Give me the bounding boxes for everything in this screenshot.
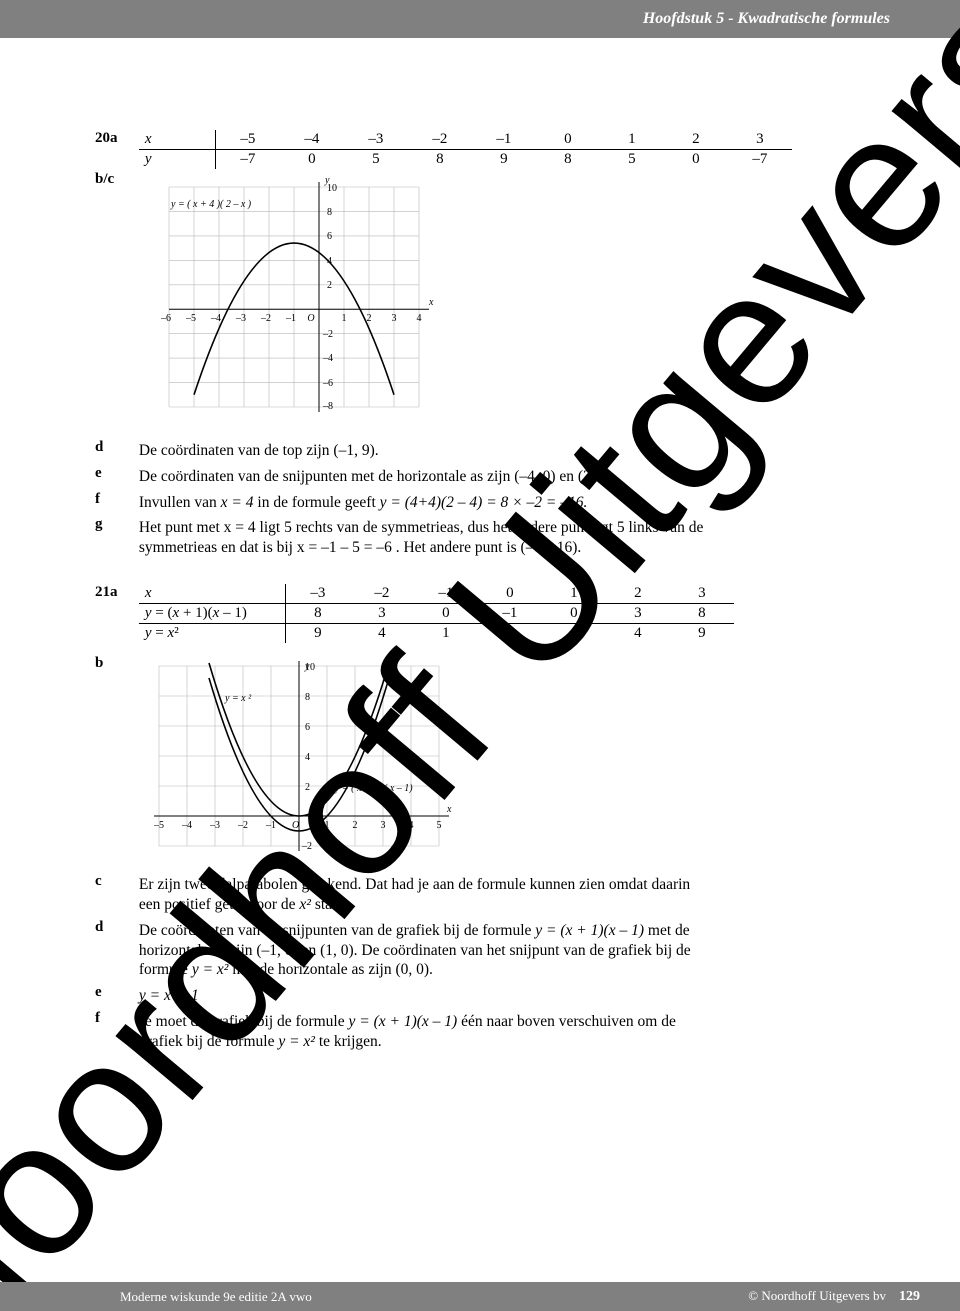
svg-text:–2: –2	[322, 329, 333, 340]
page: Hoofdstuk 5 - Kwadratische formules 20a …	[0, 0, 960, 1311]
ex20e-label: e	[95, 465, 135, 482]
ex21a-body: x –3 –2 –1 0 1 2 3 y = (x + 1)(x – 1) 8 …	[139, 584, 859, 643]
ex21d-label: d	[95, 919, 135, 936]
ex21e-label: e	[95, 984, 135, 1001]
svg-text:4: 4	[408, 820, 413, 831]
svg-text:4: 4	[305, 752, 310, 763]
ex20bc-row: b/c	[95, 171, 865, 437]
footer-right: © Noordhoff Uitgevers bv 129	[748, 1288, 920, 1305]
ex20g-row: g Het punt met x = 4 ligt 5 rechts van d…	[95, 516, 865, 560]
ex20f-label: f	[95, 491, 135, 508]
svg-text:–3: –3	[235, 313, 246, 324]
table-row: y –7 0 5 8 9 8 5 0 –7	[139, 150, 792, 170]
svg-text:6: 6	[305, 722, 310, 733]
ex21f-text: Je moet de grafiek bij de formule y = (x…	[139, 1012, 859, 1052]
ex21f-row: f Je moet de grafiek bij de formule y = …	[95, 1010, 865, 1054]
ex21c-text: Er zijn twee dalparabolen getekend. Dat …	[139, 875, 859, 915]
footer-left: Moderne wiskunde 9e editie 2A vwo	[120, 1289, 312, 1305]
svg-text:3: 3	[380, 820, 385, 831]
ex21c-row: c Er zijn twee dalparabolen getekend. Da…	[95, 873, 865, 917]
svg-text:–4: –4	[322, 353, 333, 364]
svg-text:2: 2	[327, 280, 332, 291]
ex20d-label: d	[95, 439, 135, 456]
ex21c-label: c	[95, 873, 135, 890]
svg-text:–1: –1	[285, 313, 296, 324]
ex20g-text: Het punt met x = 4 ligt 5 rechts van de …	[139, 518, 859, 558]
svg-text:–5: –5	[185, 313, 196, 324]
ex21e-row: e y = x² – 1	[95, 984, 865, 1008]
ex21d-text: De coördinaten van de snijpunten van de …	[139, 921, 859, 980]
svg-text:5: 5	[436, 820, 441, 831]
ex20bc-body: –6 –5 –4 –3 –2 –1 1 2 3 4 O 10 8	[139, 177, 859, 427]
ex20d-row: d De coördinaten van de top zijn (–1, 9)…	[95, 439, 865, 463]
svg-text:–4: –4	[210, 313, 221, 324]
ex20e-row: e De coördinaten van de snijpunten met d…	[95, 465, 865, 489]
svg-text:3: 3	[391, 313, 396, 324]
ex20a-label: 20a	[95, 130, 135, 147]
ex21e-text: y = x² – 1	[139, 986, 859, 1006]
svg-text:1: 1	[341, 313, 346, 324]
x-label: x	[145, 585, 152, 601]
page-number: 129	[899, 1289, 920, 1304]
svg-text:2: 2	[305, 782, 310, 793]
svg-text:4: 4	[416, 313, 421, 324]
ex21b-label: b	[95, 655, 135, 672]
svg-text:–1: –1	[265, 820, 276, 831]
ex20bc-label: b/c	[95, 171, 135, 188]
y-label: y	[145, 151, 152, 167]
svg-text:2: 2	[352, 820, 357, 831]
ex21a-row: 21a x –3 –2 –1 0 1 2 3 y = (x + 1)(x – 1…	[95, 584, 865, 643]
page-content: 20a x –5 –4 –3 –2 –1 0 1 2 3	[95, 130, 865, 1056]
svg-text:8: 8	[305, 692, 310, 703]
ex20a-body: x –5 –4 –3 –2 –1 0 1 2 3 y –7 0	[139, 130, 859, 169]
svg-text:–2: –2	[260, 313, 271, 324]
graph2-formula1-label: y = x ²	[224, 693, 252, 704]
ex20-parabola-graph: –6 –5 –4 –3 –2 –1 1 2 3 4 O 10 8	[139, 177, 439, 427]
svg-text:6: 6	[327, 231, 332, 242]
ex20a-row: 20a x –5 –4 –3 –2 –1 0 1 2 3	[95, 130, 865, 169]
svg-text:–8: –8	[322, 401, 333, 412]
svg-text:–2: –2	[237, 820, 248, 831]
ex21b-body: –5 –4 –3 –2 –1 1 2 3 4 5 O 10 8	[139, 661, 859, 861]
svg-text:–6: –6	[322, 378, 333, 389]
ex21-parabolas-graph: –5 –4 –3 –2 –1 1 2 3 4 5 O 10 8	[139, 661, 459, 861]
page-header: Hoofdstuk 5 - Kwadratische formules	[0, 0, 960, 38]
ex21f-label: f	[95, 1010, 135, 1027]
ex20e-text: De coördinaten van de snijpunten met de …	[139, 467, 859, 487]
ex20f-text: Invullen van x = 4 in de formule geeft y…	[139, 493, 859, 513]
svg-text:O: O	[307, 313, 314, 324]
svg-text:x: x	[446, 804, 452, 815]
chapter-title: Hoofdstuk 5 - Kwadratische formules	[643, 10, 890, 27]
svg-text:–5: –5	[153, 820, 164, 831]
svg-text:1: 1	[324, 820, 329, 831]
svg-text:–2: –2	[301, 841, 312, 852]
ex21a-label: 21a	[95, 584, 135, 601]
ex20a-table: x –5 –4 –3 –2 –1 0 1 2 3 y –7 0	[139, 130, 792, 169]
ex20g-label: g	[95, 516, 135, 533]
svg-text:–6: –6	[160, 313, 171, 324]
svg-text:y: y	[324, 177, 330, 186]
table-row: y = x² 9 4 1 0 1 4 9	[139, 624, 734, 644]
svg-text:8: 8	[327, 207, 332, 218]
svg-text:2: 2	[366, 313, 371, 324]
svg-text:y: y	[304, 661, 310, 672]
ex21a-table: x –3 –2 –1 0 1 2 3 y = (x + 1)(x – 1) 8 …	[139, 584, 734, 643]
svg-text:x: x	[428, 297, 434, 308]
graph2-formula2-label: y = ( x + 1 )( x – 1)	[334, 783, 413, 794]
ex20f-row: f Invullen van x = 4 in de formule geeft…	[95, 491, 865, 515]
ex21b-row: b	[95, 655, 865, 871]
table-row: x –3 –2 –1 0 1 2 3	[139, 584, 734, 604]
table-row: y = (x + 1)(x – 1) 8 3 0 –1 0 3 8	[139, 604, 734, 624]
page-footer: Moderne wiskunde 9e editie 2A vwo © Noor…	[0, 1282, 960, 1311]
table-row: x –5 –4 –3 –2 –1 0 1 2 3	[139, 130, 792, 150]
svg-text:–3: –3	[209, 820, 220, 831]
ex21d-row: d De coördinaten van de snijpunten van d…	[95, 919, 865, 982]
x-label: x	[145, 131, 152, 147]
svg-text:O: O	[292, 820, 299, 831]
svg-text:–4: –4	[181, 820, 192, 831]
graph1-formula-label: y = ( x + 4 )( 2 – x )	[170, 199, 252, 210]
ex20d-text: De coördinaten van de top zijn (–1, 9).	[139, 441, 859, 461]
